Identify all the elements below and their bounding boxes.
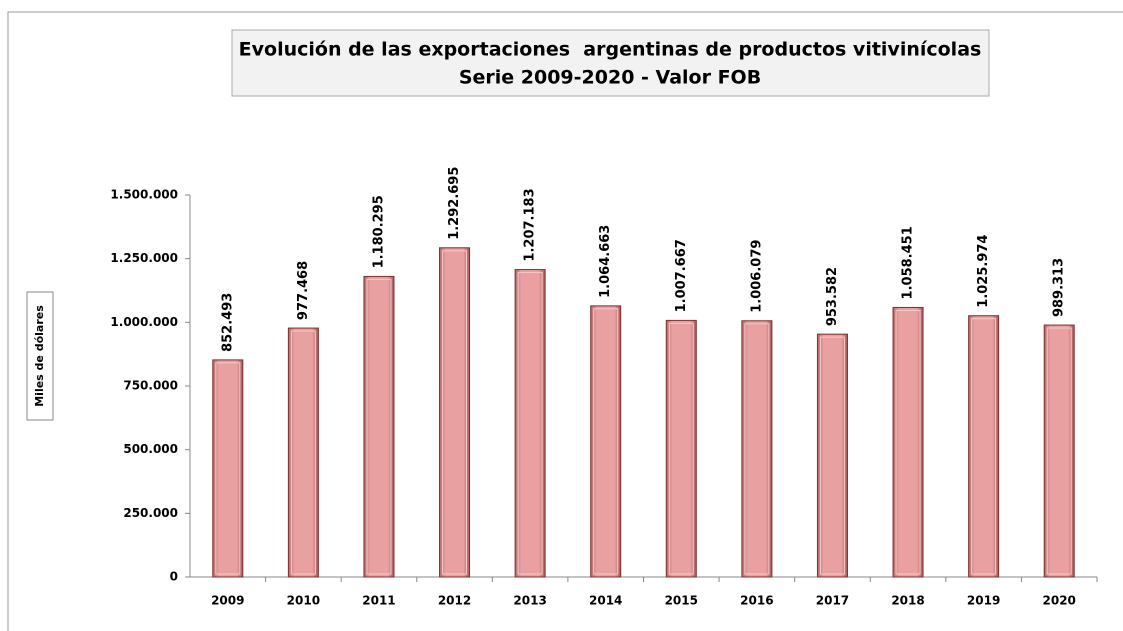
- bar-highlight: [366, 278, 392, 575]
- y-tick-label: 1.000.000: [110, 315, 178, 329]
- value-label: 989.313: [1052, 258, 1067, 317]
- bar: [1043, 324, 1075, 578]
- x-tick-label: 2014: [589, 594, 622, 608]
- value-label: 1.058.451: [901, 226, 916, 299]
- bar-highlight: [442, 250, 468, 575]
- x-tick-label: 2016: [740, 594, 773, 608]
- y-tick-label: 500.000: [123, 442, 178, 456]
- bar: [439, 247, 471, 578]
- x-tick-label: 2017: [816, 594, 849, 608]
- value-label: 977.468: [296, 261, 311, 320]
- y-tick-label: 250.000: [123, 506, 178, 520]
- title-box: [231, 29, 990, 97]
- y-label-box: [26, 291, 54, 421]
- bar: [590, 305, 622, 578]
- bar: [287, 327, 319, 578]
- bar-highlight: [819, 336, 845, 575]
- bar: [892, 306, 924, 578]
- x-tick-label: 2013: [513, 594, 546, 608]
- y-tick-label: 1.500.000: [110, 188, 178, 202]
- bar: [968, 315, 1000, 578]
- bar-highlight: [895, 309, 921, 575]
- bar-highlight: [215, 362, 241, 575]
- bar-highlight: [1046, 327, 1072, 575]
- x-tick-label: 2010: [287, 594, 320, 608]
- value-label: 1.064.663: [598, 225, 613, 298]
- y-tick-label: 750.000: [123, 379, 178, 393]
- bar-highlight: [517, 272, 543, 575]
- value-label: 1.180.295: [371, 195, 386, 268]
- bar-highlight: [744, 323, 770, 575]
- bar-highlight: [593, 308, 619, 575]
- bar: [665, 319, 697, 578]
- x-tick-label: 2019: [967, 594, 1000, 608]
- value-label: 1.292.695: [447, 167, 462, 240]
- chart-subtitle: Serie 2009-2020 - Valor FOB: [459, 67, 761, 89]
- bar: [363, 275, 395, 578]
- x-tick-label: 2012: [438, 594, 471, 608]
- y-axis-label: Miles de dólares: [33, 305, 46, 407]
- y-tick-label: 0: [170, 570, 178, 584]
- y-tick-label: 1.250.000: [110, 251, 178, 265]
- x-tick-label: 2015: [665, 594, 698, 608]
- x-tick-label: 2009: [211, 594, 244, 608]
- value-label: 1.025.974: [976, 235, 991, 308]
- value-label: 1.007.667: [674, 239, 689, 312]
- bar-highlight: [290, 330, 316, 575]
- bar-highlight: [668, 322, 694, 575]
- bar: [514, 269, 546, 578]
- value-label: 852.493: [220, 293, 235, 352]
- chart-title: Evolución de las exportaciones argentina…: [239, 39, 982, 61]
- x-tick-label: 2020: [1043, 594, 1076, 608]
- bar: [816, 333, 848, 578]
- value-label: 1.006.079: [749, 240, 764, 313]
- bar: [741, 320, 773, 578]
- frame: [7, 11, 1123, 631]
- value-label: 1.207.183: [523, 188, 538, 261]
- x-tick-label: 2011: [362, 594, 395, 608]
- value-label: 953.582: [825, 267, 840, 326]
- x-tick-label: 2018: [891, 594, 924, 608]
- bar-highlight: [971, 318, 997, 575]
- bar: [212, 359, 244, 578]
